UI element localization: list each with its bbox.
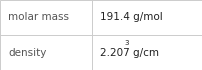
Text: molar mass: molar mass [8, 13, 69, 22]
Text: 3: 3 [124, 40, 129, 46]
Text: density: density [8, 48, 46, 57]
Text: 2.207 g/cm: 2.207 g/cm [100, 48, 159, 57]
Text: 191.4 g/mol: 191.4 g/mol [100, 13, 163, 22]
